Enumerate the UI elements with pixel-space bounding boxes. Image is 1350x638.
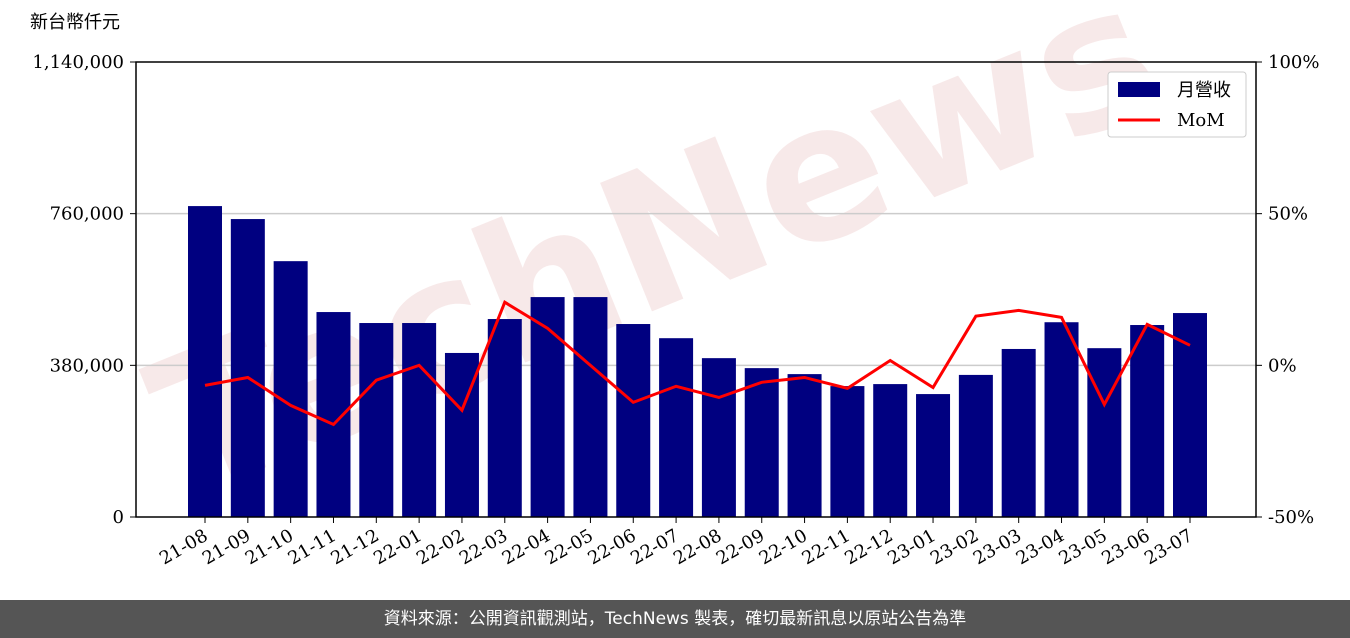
bar bbox=[1001, 348, 1036, 517]
x-tick-label: 22-04 bbox=[499, 525, 554, 569]
bar bbox=[273, 261, 308, 517]
legend-label: 月營收 bbox=[1177, 80, 1231, 101]
x-tick-label: 22-08 bbox=[670, 525, 725, 569]
y2-tick-label: 0% bbox=[1268, 355, 1297, 376]
bar bbox=[359, 323, 394, 517]
x-tick-label: 21-10 bbox=[242, 525, 297, 569]
bar bbox=[916, 394, 951, 517]
bar bbox=[701, 358, 736, 517]
bar bbox=[530, 297, 565, 517]
y2-tick-label: -50% bbox=[1268, 507, 1314, 528]
chart: 新台幣仟元 TechNews 0380,000760,0001,140,000-… bbox=[30, 0, 1319, 569]
footer: 資料來源：公開資訊觀測站，TechNews 製表，確切最新訊息以原站公告為準 bbox=[0, 600, 1350, 638]
x-tick-label: 22-11 bbox=[798, 525, 853, 569]
x-tick-label: 22-05 bbox=[541, 525, 596, 569]
line bbox=[204, 300, 1191, 427]
bar bbox=[616, 324, 651, 517]
plot-frame bbox=[135, 61, 1257, 518]
bar bbox=[659, 338, 694, 517]
x-tick-label: 23-07 bbox=[1141, 525, 1196, 569]
x-tick-label: 22-01 bbox=[370, 525, 425, 569]
bar bbox=[830, 386, 865, 517]
bar bbox=[1087, 348, 1122, 517]
bar bbox=[230, 219, 265, 518]
y2-tick-label: 50% bbox=[1268, 204, 1308, 225]
x-tick-label: 22-12 bbox=[841, 525, 896, 569]
x-tick-label: 22-07 bbox=[627, 525, 682, 569]
bar bbox=[958, 374, 993, 517]
bar bbox=[1173, 313, 1207, 517]
y-tick-label: 380,000 bbox=[50, 355, 124, 376]
legend-label: MoM bbox=[1177, 110, 1225, 131]
bar bbox=[1130, 325, 1165, 517]
x-tick-label: 21-12 bbox=[327, 525, 382, 569]
legend-swatch bbox=[1118, 82, 1160, 97]
bar bbox=[487, 319, 522, 517]
bar bbox=[1044, 322, 1079, 517]
bar bbox=[188, 206, 222, 518]
x-tick-label: 23-04 bbox=[1013, 525, 1068, 569]
x-tick-label: 23-01 bbox=[884, 525, 939, 569]
y2-tick-label: 100% bbox=[1268, 52, 1319, 73]
x-tick-label: 22-06 bbox=[584, 525, 639, 569]
y-tick-label: 760,000 bbox=[50, 204, 124, 225]
x-tick-label: 23-02 bbox=[927, 525, 982, 569]
x-tick-label: 23-03 bbox=[970, 525, 1025, 569]
x-tick-label: 23-06 bbox=[1098, 525, 1153, 569]
x-tick-label: 22-03 bbox=[456, 525, 511, 569]
x-tick-label: 22-10 bbox=[756, 525, 811, 569]
legend: 月營收 MoM bbox=[1107, 71, 1247, 138]
bar bbox=[873, 384, 908, 517]
x-tick-label: 22-02 bbox=[413, 525, 468, 569]
x-tick-label: 22-09 bbox=[713, 525, 768, 569]
bar bbox=[787, 374, 822, 517]
unit-label: 新台幣仟元 bbox=[30, 12, 120, 33]
bar bbox=[402, 323, 437, 517]
y-tick-label: 1,140,000 bbox=[32, 52, 124, 73]
y-tick-label: 0 bbox=[113, 507, 124, 528]
bar bbox=[573, 297, 608, 517]
x-tick-label: 23-05 bbox=[1055, 525, 1110, 569]
x-tick-label: 21-11 bbox=[285, 525, 340, 569]
x-tick-label: 21-08 bbox=[156, 525, 211, 569]
bar bbox=[744, 368, 779, 517]
bar bbox=[316, 312, 351, 517]
